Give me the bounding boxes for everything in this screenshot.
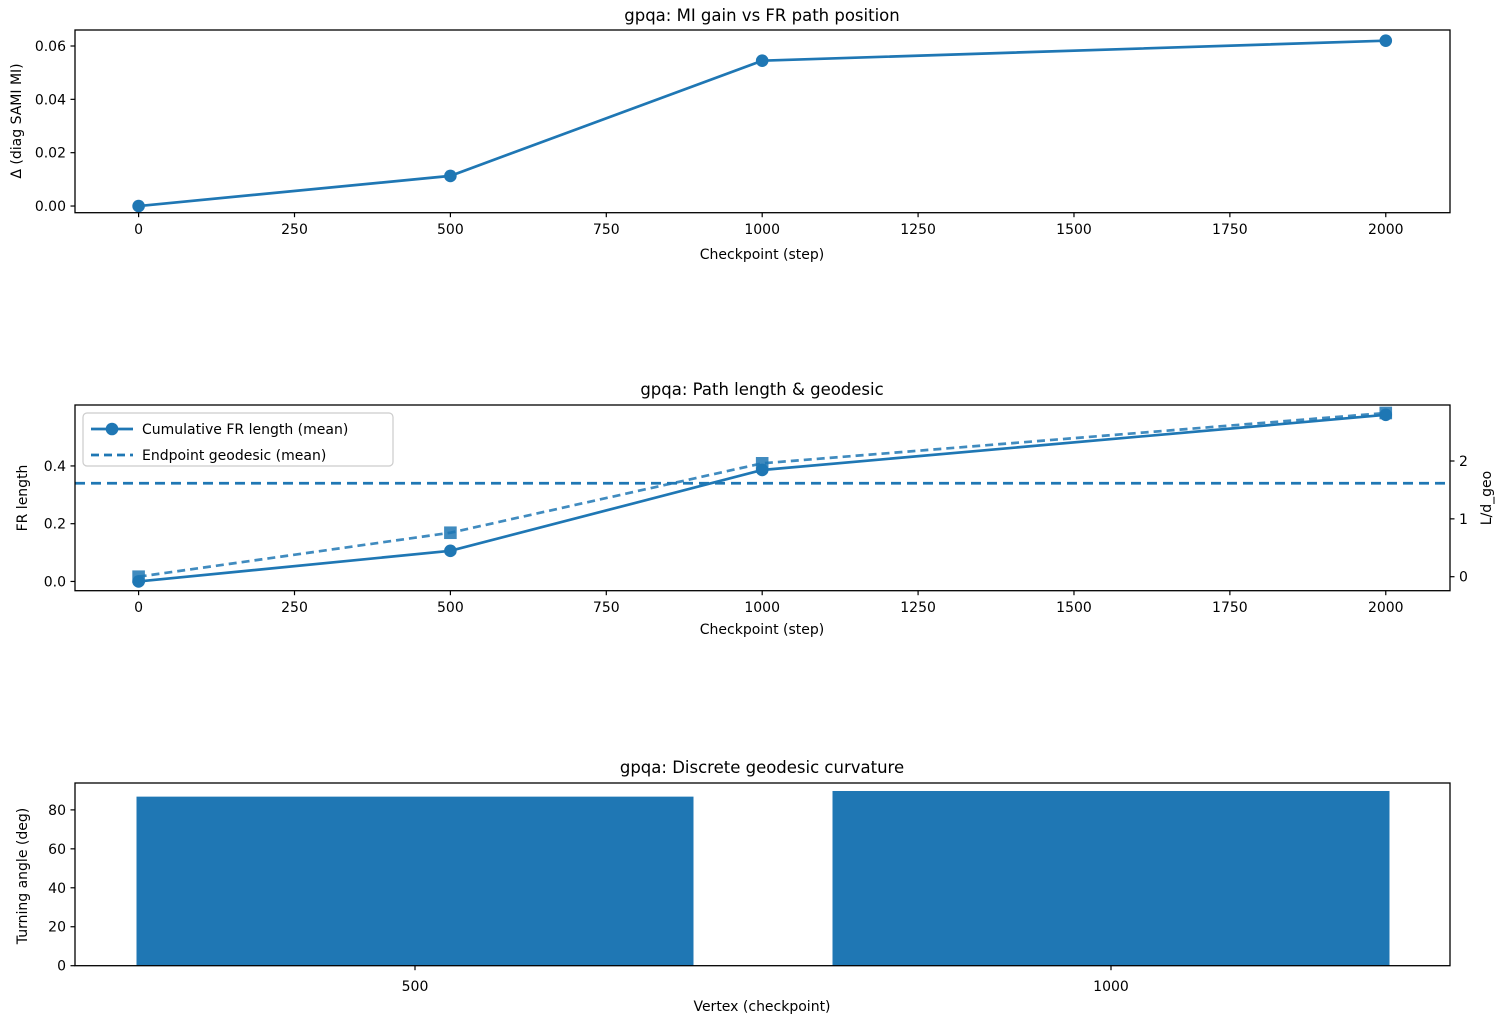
bar-vertex-500 bbox=[136, 796, 694, 966]
x-tick-label: 1250 bbox=[900, 600, 936, 616]
x-tick-label: 1250 bbox=[900, 222, 936, 238]
chart-title: gpqa: Discrete geodesic curvature bbox=[620, 758, 904, 777]
x-tick-label: 0 bbox=[134, 222, 143, 238]
y-tick-label-right: 1 bbox=[1459, 512, 1468, 528]
y-tick-label: 0.4 bbox=[44, 459, 66, 475]
y-tick-label: 40 bbox=[48, 881, 66, 897]
y-axis-label-right: L/d_geo bbox=[1479, 471, 1495, 525]
data-point-square bbox=[755, 457, 769, 470]
axes-frame bbox=[74, 782, 1451, 967]
y-tick-label: 0.04 bbox=[35, 92, 66, 108]
chart-geodesic-curvature: 500 1000 0 20 40 60 80 gpqa: Discrete geodesic… bbox=[15, 758, 1451, 1015]
series-line-solid bbox=[138, 39, 1386, 208]
x-tick-label: 1750 bbox=[1212, 600, 1248, 616]
x-axis-label: Checkpoint (step) bbox=[700, 622, 824, 638]
x-tick-label: 500 bbox=[402, 979, 429, 995]
y-axis-label: Δ (diag SAMI MI) bbox=[9, 63, 25, 178]
data-point-circle bbox=[1379, 34, 1393, 47]
plot-area: 0 250 500 750 1000 1250 1500 1750 2000 0.0 0.2 0.4 0… bbox=[44, 404, 1468, 616]
data-point-circle bbox=[755, 54, 769, 67]
x-axis-label: Vertex (checkpoint) bbox=[693, 999, 830, 1015]
y-tick-label: 20 bbox=[48, 920, 66, 936]
y-tick-label: 0.06 bbox=[35, 39, 66, 55]
x-tick-label: 1500 bbox=[1056, 222, 1092, 238]
legend-entry-label: Cumulative FR length (mean) bbox=[142, 422, 348, 438]
x-tick-label: 2000 bbox=[1368, 222, 1404, 238]
x-tick-label: 750 bbox=[593, 600, 620, 616]
chart-mi-gain-vs-path-position: 0 250 500 750 1000 1250 1500 1750 2000 0.00 0.02 0.… bbox=[9, 6, 1451, 263]
bar-vertex-1000 bbox=[832, 790, 1390, 966]
legend-box bbox=[82, 412, 394, 467]
chart-title: gpqa: Path length & geodesic bbox=[640, 380, 883, 399]
y-axis-label: Turning angle (deg) bbox=[15, 808, 31, 945]
series-line-dashed bbox=[138, 411, 1386, 579]
data-point-square bbox=[132, 570, 145, 584]
y-tick-label: 0 bbox=[57, 959, 66, 975]
data-point-square bbox=[1379, 406, 1393, 420]
legend-entry-label: Endpoint geodesic (mean) bbox=[142, 448, 326, 464]
x-tick-label: 1000 bbox=[744, 222, 780, 238]
data-point-circle bbox=[132, 199, 145, 213]
legend: Cumulative FR length (mean) Endpoint geod… bbox=[82, 412, 394, 467]
x-tick-label: 2000 bbox=[1368, 600, 1404, 616]
chart-title: gpqa: MI gain vs FR path position bbox=[624, 6, 899, 25]
y-axis-label-left: FR length bbox=[15, 465, 31, 532]
y-tick-label: 0.00 bbox=[35, 199, 66, 215]
data-point-square bbox=[444, 526, 457, 540]
x-tick-label: 1000 bbox=[744, 600, 780, 616]
chart-path-length-geodesic: 0 250 500 750 1000 1250 1500 1750 2000 0.0 0.2 0.4 0… bbox=[15, 380, 1495, 638]
data-point-circle bbox=[444, 544, 457, 558]
x-axis-label: Checkpoint (step) bbox=[700, 247, 824, 263]
plot-area: 500 1000 0 20 40 60 80 bbox=[48, 782, 1451, 995]
x-tick-label: 1750 bbox=[1212, 222, 1248, 238]
x-tick-label: 1500 bbox=[1056, 600, 1092, 616]
y-tick-label: 0.02 bbox=[35, 146, 66, 162]
x-tick-label: 0 bbox=[134, 600, 143, 616]
x-tick-label: 250 bbox=[281, 600, 308, 616]
x-tick-label: 1000 bbox=[1093, 979, 1129, 995]
x-tick-label: 750 bbox=[593, 222, 620, 238]
y-tick-label-right: 0 bbox=[1459, 570, 1468, 586]
y-tick-label: 0.2 bbox=[44, 517, 66, 533]
series-line-solid bbox=[138, 413, 1386, 583]
y-tick-label: 80 bbox=[48, 803, 66, 819]
x-tick-label: 250 bbox=[281, 222, 308, 238]
y-tick-label: 0.0 bbox=[44, 574, 66, 590]
x-tick-label: 500 bbox=[437, 600, 464, 616]
y-tick-label-right: 2 bbox=[1459, 454, 1468, 470]
y-tick-label: 60 bbox=[48, 842, 66, 858]
x-tick-label: 500 bbox=[437, 222, 464, 238]
legend-sample-marker bbox=[105, 422, 119, 436]
data-point-circle bbox=[444, 169, 457, 183]
plot-area: 0 250 500 750 1000 1250 1500 1750 2000 0.00 0.02 0.… bbox=[35, 29, 1451, 238]
